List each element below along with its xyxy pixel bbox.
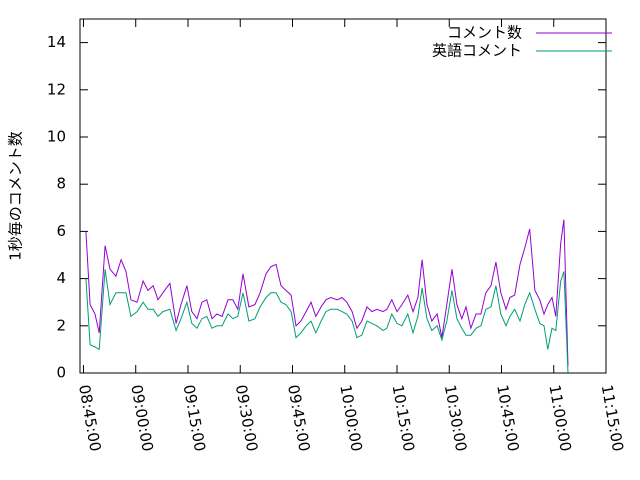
y-tick-label: 4	[56, 269, 66, 287]
y-tick-label: 2	[56, 316, 66, 334]
legend-label: 英語コメント	[432, 42, 522, 60]
series-line	[85, 269, 569, 374]
y-tick-label: 8	[56, 175, 66, 193]
series-line	[85, 219, 569, 366]
y-tick-label: 10	[47, 128, 66, 146]
plot-border	[79, 18, 607, 374]
y-axis-label: 1秒毎のコメント数	[7, 131, 25, 261]
y-tick-label: 0	[56, 364, 66, 382]
y-tick-label: 14	[47, 33, 66, 51]
y-tick-label: 12	[47, 80, 66, 98]
y-tick-label: 6	[56, 222, 66, 240]
legend-label: コメント数	[447, 24, 522, 42]
